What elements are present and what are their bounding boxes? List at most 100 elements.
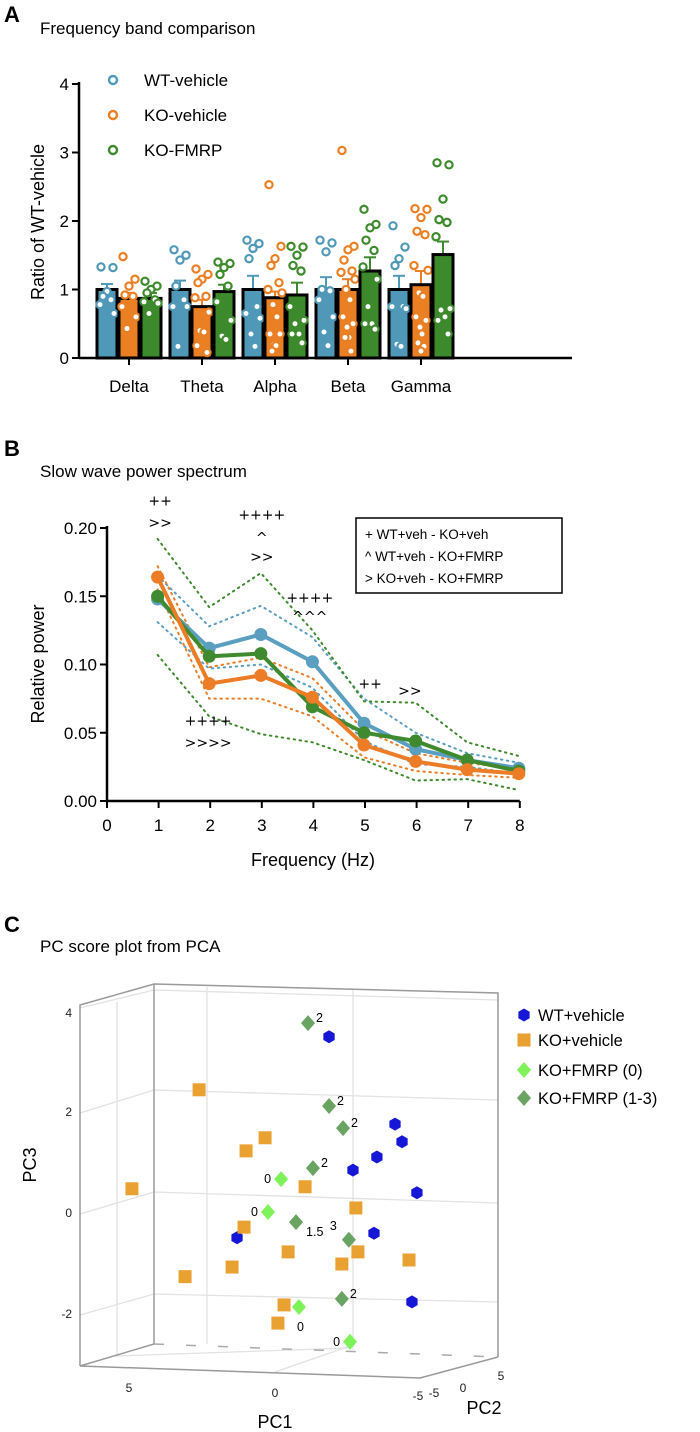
legend-wt-vehicle: WT+vehicle (538, 1007, 625, 1025)
significance-annotation: >> (148, 516, 171, 532)
series-point (202, 677, 216, 691)
y-tick-label: 1 (60, 281, 69, 300)
pc1-tick: -5 (413, 1389, 424, 1403)
data-point (365, 223, 375, 233)
pca-point-ko-fmrp-0- (343, 1333, 358, 1350)
data-point (298, 242, 308, 252)
pc2-tick: -5 (429, 1386, 440, 1400)
panel-a-ylabel: Ratio of WT-vehicle (28, 144, 48, 300)
pca-point-ko-vehicle (237, 1220, 251, 1234)
data-point (255, 313, 265, 323)
series-point (460, 753, 474, 767)
data-point (265, 329, 275, 339)
data-point (139, 297, 149, 307)
legend-label: KO-FMRP (144, 141, 222, 160)
significance-annotation: >> (250, 550, 273, 566)
data-point (144, 308, 154, 319)
confidence-band-line (156, 537, 520, 757)
data-point (226, 315, 236, 326)
legend-marker (107, 109, 119, 121)
data-point (270, 253, 280, 264)
series-point (202, 649, 216, 663)
pc3-tick: -2 (61, 1307, 72, 1321)
data-point (420, 229, 430, 240)
pca-point-ko-fmrp-1-3- (289, 1214, 304, 1231)
significance-annotation: >> (398, 683, 421, 699)
confidence-band-line (156, 588, 520, 779)
data-point (153, 298, 163, 308)
data-point (431, 232, 441, 242)
data-point (315, 235, 325, 245)
panel-b-ylabel: Relative power (28, 604, 48, 723)
confidence-band-line (156, 653, 520, 792)
data-point (130, 274, 140, 284)
data-point (434, 214, 444, 225)
data-point (325, 286, 335, 296)
data-point (363, 301, 373, 312)
panel-a-title: Frequency band comparison (40, 19, 255, 38)
pc3-tick: 2 (65, 1105, 72, 1119)
significance-annotation: ^ (256, 531, 268, 547)
point-label: 2 (316, 1011, 323, 1025)
point-label: 3 (330, 1219, 337, 1233)
data-point (417, 329, 427, 339)
panel-letter-c: C (4, 912, 20, 937)
data-point (277, 288, 287, 298)
data-point (95, 299, 105, 310)
legend-marker (517, 1033, 531, 1047)
data-point (120, 290, 130, 300)
series-point (305, 690, 319, 704)
legend-ko-vehicle: KO+vehicle (538, 1032, 623, 1050)
panel-b-xlabel: Frequency (Hz) (251, 850, 375, 870)
data-point (423, 265, 433, 276)
series-line (155, 576, 519, 776)
x-tick-label: Gamma (391, 377, 452, 396)
legend-marker (517, 1062, 531, 1078)
pca-point-wt-vehicle (371, 1150, 383, 1164)
pc3-tick: 0 (65, 1206, 72, 1220)
panel-a: A Frequency band comparison Ratio of WT-… (4, 2, 572, 396)
significance-annotation: ^^^ (292, 610, 327, 626)
data-point (264, 179, 274, 190)
data-point (359, 204, 369, 215)
data-point (276, 241, 286, 252)
y-tick-label: 0 (60, 349, 69, 368)
y-tick-label: 0.00 (64, 792, 97, 811)
panel-b: B Slow wave power spectrum Relative powe… (4, 436, 563, 870)
pca-point-ko-vehicle (349, 1201, 363, 1215)
data-point (345, 295, 355, 305)
data-point (193, 277, 203, 288)
data-point (343, 245, 353, 255)
point-label: 0 (297, 1320, 304, 1334)
significance-annotation: ++++ (185, 713, 232, 729)
confidence-band-line (156, 621, 520, 775)
data-point (181, 250, 191, 260)
data-point (418, 291, 428, 302)
data-point (421, 315, 431, 326)
legend-label: KO-vehicle (144, 106, 227, 125)
data-point (433, 315, 443, 326)
legend-ko-fmrp-1-3: KO+FMRP (1-3) (538, 1090, 657, 1108)
data-point (360, 319, 370, 329)
legend-marker (517, 1090, 531, 1106)
data-point (225, 258, 235, 269)
pca-point-wt-vehicle (411, 1186, 423, 1200)
data-point (219, 262, 229, 273)
data-point (244, 253, 254, 264)
series-point (409, 734, 423, 748)
pca-point-ko-vehicle (192, 1083, 206, 1097)
pca-point-ko-fmrp-0- (291, 1298, 306, 1315)
data-point (250, 341, 260, 352)
pca-point-ko-vehicle (225, 1260, 239, 1274)
pca-point-wt-vehicle (406, 1295, 418, 1309)
pc2-tick: 5 (498, 1369, 505, 1383)
pca-point-ko-vehicle (277, 1298, 291, 1312)
series-point (460, 763, 474, 777)
data-point (401, 303, 411, 314)
pca-point-ko-vehicle (281, 1245, 295, 1259)
data-point (192, 340, 202, 351)
x-tick-label: Delta (109, 377, 149, 396)
series-point (357, 726, 371, 740)
data-point (416, 212, 426, 223)
panel-letter-b: B (4, 436, 20, 461)
